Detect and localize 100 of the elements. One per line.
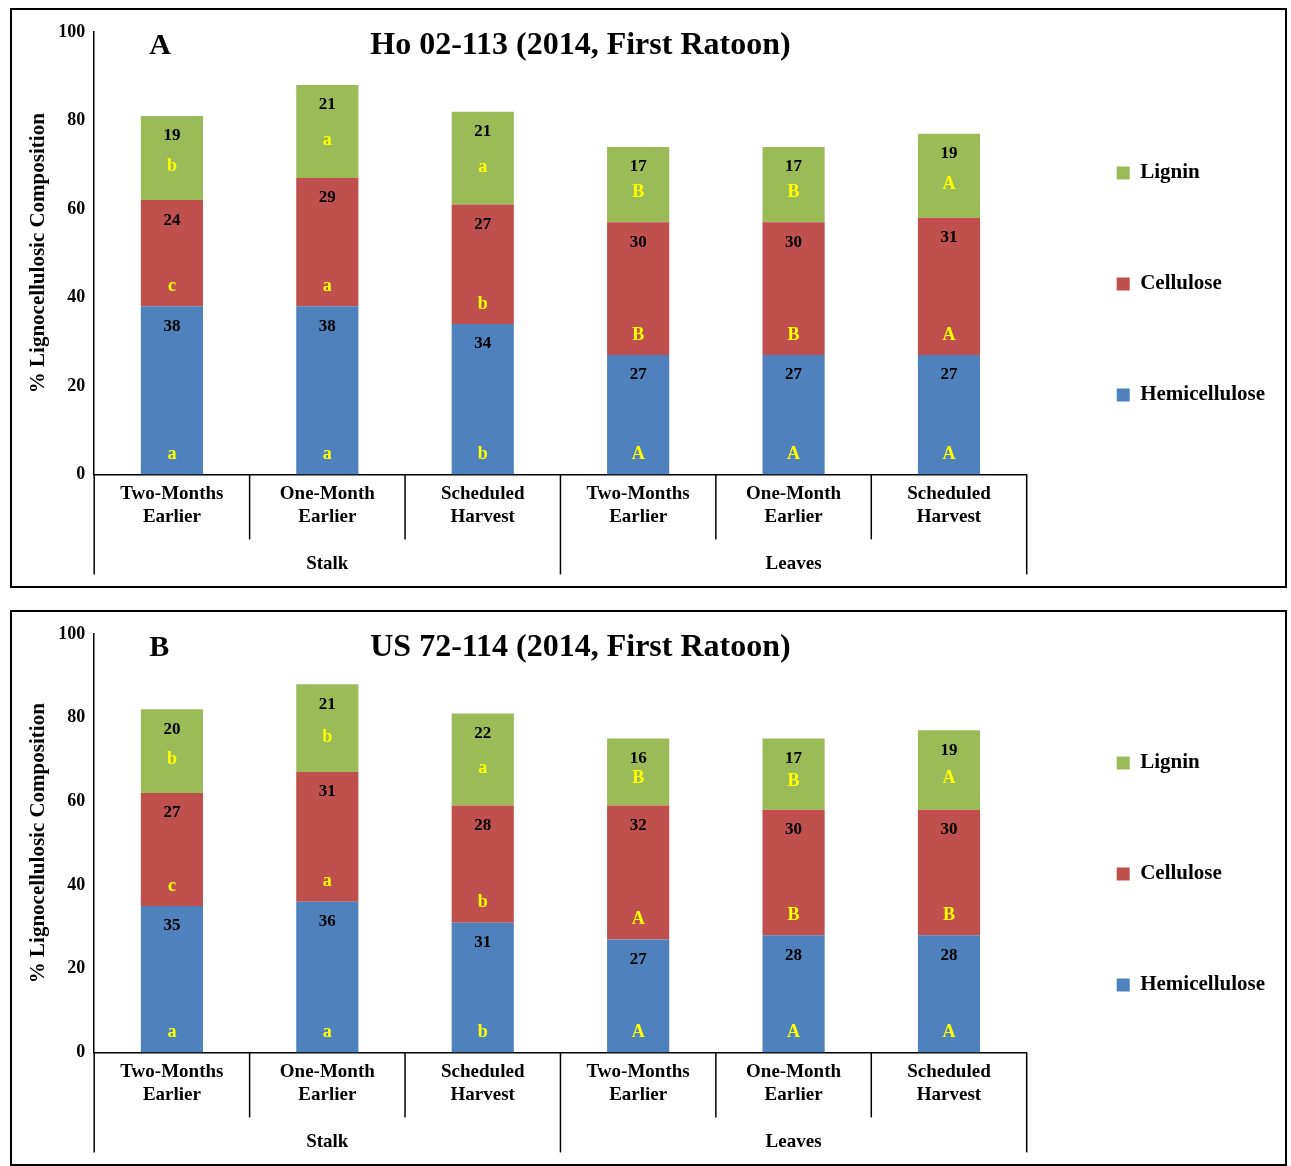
annotation: b (166, 155, 177, 176)
annotation: B (787, 903, 800, 924)
annotation: B (787, 769, 800, 790)
annotation: c (167, 274, 176, 295)
annotation: a (478, 156, 488, 177)
annotation: b (322, 725, 333, 746)
y-tick-label: 0 (76, 1041, 86, 1062)
annotation: b (477, 443, 488, 464)
data-label: 19 (163, 125, 181, 145)
data-label: 21 (318, 94, 336, 114)
data-label: 32 (629, 814, 647, 834)
bar (917, 809, 981, 936)
x-tick-label: Two-Months Earlier (586, 481, 690, 526)
legend-label: Hemicellulose (1140, 381, 1266, 406)
data-label: 22 (474, 722, 492, 742)
x-tick-label: Two-Months Earlier (586, 1059, 690, 1104)
bar (296, 772, 359, 902)
data-label: 17 (785, 156, 803, 176)
annotation: B (149, 628, 170, 662)
bar (451, 922, 514, 1053)
text: Stalk (306, 552, 349, 574)
x-tick-label: One-Month Earlier (746, 1059, 842, 1104)
bar (607, 147, 670, 223)
annotation: b (477, 292, 488, 313)
annotation: B (787, 323, 800, 344)
annotation: A (787, 443, 801, 464)
annotation: a (322, 870, 332, 891)
annotation: a (322, 443, 332, 464)
chart-title: Ho 02-113 (2014, First Ratoon) (370, 25, 791, 62)
bar (140, 200, 203, 307)
bar (140, 905, 203, 1053)
y-axis-title: % Lignocellulosic Composition (25, 112, 50, 394)
annotation: B (632, 767, 645, 788)
text: Leaves (765, 1130, 822, 1152)
text: Stalk (306, 1130, 349, 1152)
data-label: 35 (163, 915, 181, 935)
bar (917, 730, 981, 810)
data-label: 17 (629, 156, 648, 176)
data-label: 20 (163, 718, 181, 738)
bar (607, 805, 670, 940)
y-tick-label: 20 (67, 374, 86, 395)
y-tick-label: 0 (76, 463, 86, 484)
data-label: 17 (785, 747, 803, 767)
data-label: 27 (629, 364, 648, 384)
text: Leaves (765, 552, 822, 574)
data-label: 24 (163, 209, 181, 229)
annotation: A (787, 1021, 801, 1042)
annotation: B (942, 903, 955, 924)
data-label: 30 (785, 231, 803, 251)
data-label: 28 (940, 944, 958, 964)
bar (451, 323, 514, 475)
annotation: a (322, 129, 332, 150)
data-label: 27 (163, 802, 181, 822)
data-label: 27 (474, 213, 492, 233)
bar (762, 222, 825, 355)
data-label: 29 (318, 187, 336, 207)
bar (762, 354, 825, 475)
legend-label: Lignin (1140, 749, 1201, 774)
bar (296, 684, 359, 773)
annotation: A (631, 908, 645, 929)
data-label: 38 (318, 315, 336, 335)
data-label: 38 (163, 315, 181, 335)
x-tick-label: Scheduled Harvest (907, 481, 992, 526)
bar (451, 204, 514, 324)
y-tick-label: 100 (58, 622, 86, 643)
x-tick-label: One-Month Earlier (746, 481, 842, 526)
data-label: 30 (629, 231, 647, 251)
data-label: 28 (474, 814, 492, 834)
data-label: 27 (629, 948, 648, 968)
y-axis-title: % Lignocellulosic Composition (25, 702, 50, 984)
annotation: A (942, 1021, 956, 1042)
bar (607, 738, 670, 806)
bar (607, 222, 670, 355)
bar (607, 354, 670, 475)
data-label: 27 (940, 364, 958, 384)
annotation: B (632, 180, 645, 201)
y-tick-label: 100 (58, 20, 86, 41)
legend-label: Cellulose (1140, 270, 1222, 295)
chart-title: US 72-114 (2014, First Ratoon) (370, 627, 791, 664)
annotation: A (149, 26, 172, 60)
x-tick-label: One-Month Earlier (279, 1059, 376, 1104)
data-label: 28 (785, 944, 803, 964)
data-label: 19 (940, 143, 958, 163)
y-tick-label: 60 (67, 790, 86, 811)
y-tick-label: 20 (67, 957, 86, 978)
bar (296, 901, 359, 1053)
y-tick-label: 40 (67, 286, 86, 307)
y-tick-label: 80 (67, 706, 86, 727)
annotation: A (942, 323, 956, 344)
bar (917, 217, 981, 355)
y-tick-label: 80 (67, 109, 86, 130)
annotation: b (477, 1021, 488, 1042)
data-label: 30 (785, 819, 803, 839)
bar (140, 792, 203, 906)
bar (140, 116, 203, 201)
bar (762, 147, 825, 223)
y-tick-label: 60 (67, 197, 86, 218)
data-label: 30 (940, 819, 958, 839)
data-label: 21 (318, 693, 336, 713)
annotation: a (322, 274, 332, 295)
